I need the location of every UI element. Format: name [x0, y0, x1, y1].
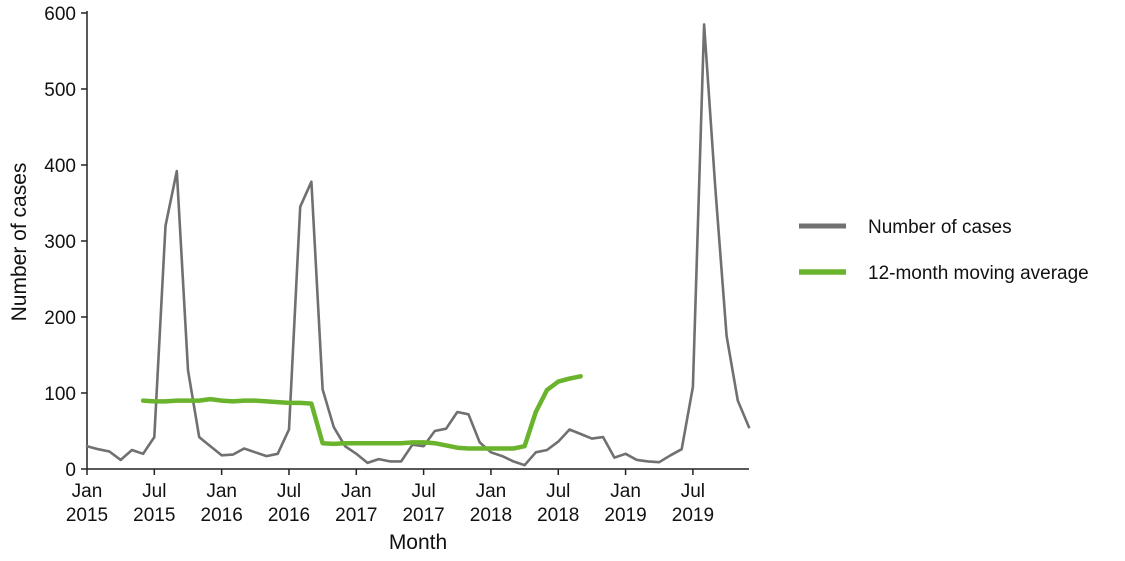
x-tick-label-year: 2016 — [201, 505, 243, 526]
y-tick-label: 300 — [44, 232, 76, 253]
x-tick-label-month: Jul — [411, 481, 435, 502]
x-tick-label-month: Jan — [206, 481, 237, 502]
y-tick-label: 400 — [44, 156, 76, 177]
y-tick-label: 0 — [65, 460, 76, 481]
x-tick-label-year: 2017 — [335, 505, 377, 526]
x-tick-label-year: 2016 — [268, 505, 310, 526]
x-tick-label-month: Jul — [681, 481, 705, 502]
x-tick-label-year: 2019 — [672, 505, 714, 526]
x-tick-label-month: Jul — [142, 481, 166, 502]
y-tick-label: 500 — [44, 80, 76, 101]
x-tick-label-month: Jul — [277, 481, 301, 502]
y-axis-label: Number of cases — [8, 163, 31, 322]
series-line-cases — [85, 23, 751, 467]
x-tick-label-month: Jan — [72, 481, 103, 502]
x-tick-label-month: Jan — [610, 481, 641, 502]
legend-label: 12-month moving average — [868, 263, 1089, 284]
x-tick-label-year: 2015 — [133, 505, 175, 526]
x-tick-label-year: 2018 — [537, 505, 579, 526]
x-tick-label-month: Jul — [546, 481, 570, 502]
x-tick-label-month: Jan — [476, 481, 507, 502]
legend: Number of cases 12-month moving average — [799, 217, 1089, 284]
x-tick-label-year: 2019 — [604, 505, 646, 526]
x-axis-label: Month — [389, 531, 447, 554]
axes: 0 100 200 300 400 500 600 Jan 2015 Jul 2015 Jan 2016… — [44, 4, 749, 526]
x-tick-label-year: 2018 — [470, 505, 512, 526]
y-tick-label: 200 — [44, 308, 76, 329]
series-line-moving-average — [140, 374, 583, 451]
legend-label: Number of cases — [868, 217, 1012, 238]
y-tick-label: 100 — [44, 384, 76, 405]
series-layer — [85, 23, 751, 467]
x-tick-label-month: Jan — [341, 481, 372, 502]
x-tick-label-year: 2017 — [402, 505, 444, 526]
x-tick-label-year: 2015 — [66, 505, 108, 526]
y-tick-label: 600 — [44, 4, 76, 25]
